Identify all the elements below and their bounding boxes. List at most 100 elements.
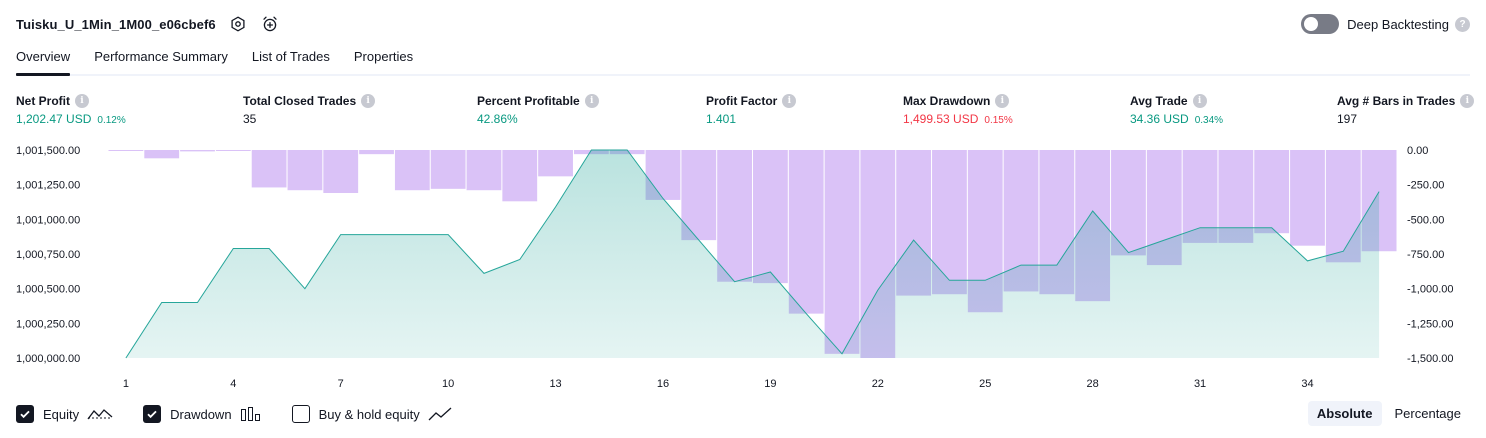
- metric-value-text: 197: [1337, 112, 1358, 126]
- info-icon[interactable]: i: [361, 94, 376, 108]
- x-axis-tick: 22: [872, 378, 884, 390]
- drawdown-bar: [215, 150, 251, 151]
- checkbox-checked-icon[interactable]: [16, 405, 34, 423]
- right-axis-tick: -750.00: [1407, 249, 1444, 261]
- info-icon[interactable]: i: [1460, 94, 1475, 108]
- x-axis-tick: 28: [1087, 378, 1099, 390]
- metric-label: Profit Factor i: [706, 94, 797, 108]
- x-axis-tick: 13: [549, 378, 561, 390]
- equity-line: [125, 149, 1380, 359]
- report-header: Tuisku_U_1Min_1M00_e06cbef6: [16, 12, 280, 36]
- left-axis-tick: 1,001,250.00: [16, 180, 80, 192]
- tab-list-of-trades[interactable]: List of Trades: [251, 49, 330, 64]
- legend-drawdown[interactable]: Drawdown: [143, 405, 261, 423]
- toggle-knob: [1304, 17, 1319, 31]
- info-icon[interactable]: i: [1192, 94, 1207, 108]
- x-axis-tick: 10: [442, 378, 454, 390]
- metric-label-text: Net Profit: [16, 94, 70, 108]
- legend-equity[interactable]: Equity: [16, 405, 113, 423]
- metric-value: 34.36 USD 0.34%: [1130, 112, 1223, 126]
- info-icon[interactable]: i: [75, 94, 89, 108]
- deep-backtesting-control: Deep Backtesting ?: [1301, 13, 1470, 35]
- metric-value: 1,499.53 USD 0.15%: [903, 112, 1013, 126]
- x-axis-tick: 1: [123, 378, 129, 390]
- left-axis-tick: 1,000,750.00: [16, 249, 80, 261]
- drawdown-bar: [1290, 150, 1325, 246]
- metric-max-drawdown: Max Drawdown i 1,499.53 USD 0.15%: [903, 94, 1013, 126]
- legend-buy-hold[interactable]: Buy & hold equity: [291, 405, 452, 423]
- right-axis-tick: -1,250.00: [1407, 318, 1453, 330]
- report-tabs: Overview Performance Summary List of Trade…: [16, 44, 1470, 76]
- drawdown-bar: [144, 150, 180, 159]
- metric-value: 35: [243, 112, 375, 126]
- metric-avg-trade: Avg Trade i 34.36 USD 0.34%: [1130, 94, 1223, 126]
- percentage-button[interactable]: Percentage: [1394, 406, 1462, 421]
- left-axis-tick: 1,000,250.00: [16, 318, 80, 330]
- checkbox-checked-icon[interactable]: [143, 405, 162, 423]
- x-axis-tick: 16: [657, 378, 669, 390]
- chart-legend: Equity Drawdown Buy & hold equity: [16, 402, 482, 426]
- tab-properties[interactable]: Properties: [353, 49, 414, 64]
- drawdown-bar: [108, 150, 144, 151]
- deep-backtesting-toggle[interactable]: [1301, 14, 1340, 34]
- drawdown-bar: [753, 150, 788, 284]
- help-icon[interactable]: ?: [1455, 16, 1470, 32]
- metric-value-text: 1,202.47 USD: [16, 112, 92, 126]
- equity-area: [125, 150, 1380, 358]
- legend-label: Drawdown: [170, 406, 232, 422]
- right-axis-tick: -250.00: [1407, 180, 1444, 192]
- info-icon[interactable]: i: [584, 94, 599, 108]
- x-axis-tick: 4: [230, 378, 236, 390]
- tab-overview[interactable]: Overview: [16, 44, 71, 76]
- info-icon[interactable]: i: [782, 94, 797, 108]
- metric-label: Percent Profitable i: [477, 94, 599, 108]
- metric-label-text: Avg Trade: [1130, 94, 1188, 108]
- right-axis-tick: -500.00: [1407, 214, 1444, 226]
- drawdown-bar: [394, 150, 430, 191]
- buy-hold-line-icon: [428, 406, 452, 422]
- x-axis-tick: 25: [979, 378, 991, 390]
- drawdown-bar: [359, 150, 394, 155]
- metric-percent: 0.15%: [984, 115, 1013, 126]
- legend-label: Buy & hold equity: [318, 406, 420, 422]
- right-axis-tick: -1,500.00: [1407, 353, 1453, 365]
- deep-backtesting-label: Deep Backtesting: [1347, 16, 1449, 32]
- settings-icon[interactable]: [228, 14, 248, 34]
- metric-label-text: Avg # Bars in Trades: [1337, 94, 1456, 108]
- tab-performance-summary[interactable]: Performance Summary: [94, 49, 228, 64]
- metrics-row: Net Profit i 1,202.47 USD 0.12% Total Closed…: [16, 94, 1475, 130]
- drawdown-bars-icon: [240, 406, 262, 422]
- metric-net-profit: Net Profit i 1,202.47 USD 0.12%: [16, 94, 126, 126]
- add-alert-icon[interactable]: [260, 14, 280, 34]
- metric-value-text: 1.401: [706, 112, 737, 126]
- drawdown-bar: [1254, 150, 1290, 234]
- left-axis-tick: 1,000,000.00: [16, 353, 80, 365]
- x-axis-tick: 7: [338, 378, 344, 390]
- drawdown-bar: [287, 150, 323, 191]
- x-axis-tick: 31: [1194, 378, 1206, 390]
- metric-avg-bars-in-trades: Avg # Bars in Trades i 197: [1337, 94, 1475, 126]
- drawdown-bar: [681, 150, 717, 241]
- metric-total-closed-trades: Total Closed Trades i 35: [243, 94, 376, 126]
- metric-percent: 0.34%: [1194, 115, 1224, 126]
- metric-value-text: 34.36 USD: [1130, 112, 1189, 126]
- absolute-button[interactable]: Absolute: [1307, 401, 1382, 426]
- metric-label-text: Total Closed Trades: [243, 94, 357, 108]
- left-axis-tick: 1,001,000.00: [16, 214, 80, 226]
- x-axis-tick: 34: [1301, 378, 1313, 390]
- info-icon[interactable]: i: [995, 94, 1010, 108]
- drawdown-bar: [717, 150, 752, 282]
- metric-profit-factor: Profit Factor i 1.401: [706, 94, 797, 126]
- metric-value: 197: [1337, 112, 1474, 126]
- right-axis-tick: 0.00: [1407, 145, 1428, 157]
- metric-label-text: Max Drawdown: [903, 94, 991, 108]
- equity-drawdown-chart: 1,000,000.00 1,000,250.00 1,000,500.00 1,00…: [16, 145, 1453, 390]
- drawdown-bar: [466, 150, 502, 191]
- metric-label-text: Percent Profitable: [477, 94, 580, 108]
- checkbox-unchecked-icon[interactable]: [291, 405, 310, 423]
- value-mode-switch: Absolute Percentage: [1304, 401, 1470, 426]
- equity-line-icon: [87, 406, 113, 422]
- drawdown-bar: [1111, 150, 1146, 256]
- metric-value: 1.401: [706, 112, 796, 126]
- legend-label: Equity: [43, 406, 80, 422]
